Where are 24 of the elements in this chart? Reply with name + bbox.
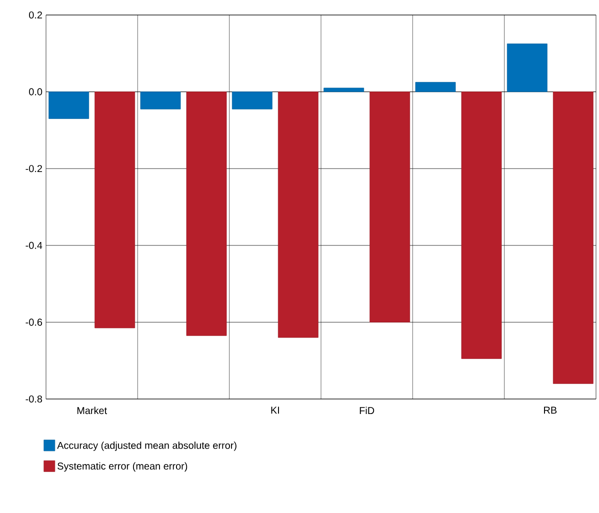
- bar: [370, 92, 410, 322]
- y-tick-label: 0.2: [29, 11, 42, 19]
- bar: [232, 92, 272, 110]
- x-tick-label: RB: [544, 406, 557, 414]
- bar: [506, 44, 548, 92]
- bar: [94, 92, 136, 328]
- y-tick-label: -0.2: [26, 165, 42, 172]
- x-tick-label: Market: [77, 406, 107, 414]
- y-tick-label: -0.6: [26, 318, 42, 326]
- x-tick-label: FiD: [360, 406, 374, 414]
- bar: [278, 92, 318, 338]
- y-tick-label: -0.4: [26, 242, 42, 249]
- bar: [552, 92, 594, 384]
- bar: [324, 88, 364, 92]
- bar: [461, 92, 502, 359]
- y-tick-label: -0.8: [26, 395, 42, 403]
- x-tick-label: KI: [271, 406, 279, 414]
- bar: [415, 82, 456, 92]
- legend-label: Accuracy (adjusted mean absolute error): [57, 442, 236, 451]
- y-tick-label: 0.0: [29, 88, 42, 96]
- bar: [48, 92, 90, 119]
- legend-label: Systematic error (mean error): [58, 462, 188, 472]
- bar: [140, 92, 181, 110]
- bar: [186, 92, 227, 336]
